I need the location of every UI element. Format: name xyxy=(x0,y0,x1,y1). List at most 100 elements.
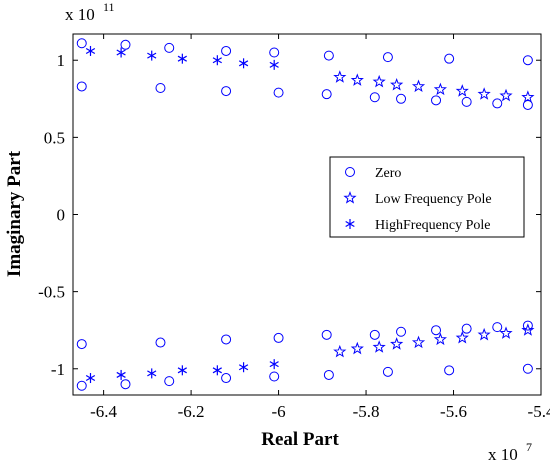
zero-marker xyxy=(76,339,87,350)
y-multiplier-base: x 10 xyxy=(65,5,95,24)
zero-marker xyxy=(221,86,232,97)
zero-marker xyxy=(461,323,472,334)
marker-group xyxy=(76,38,535,391)
low-frequency-pole-marker xyxy=(411,335,426,349)
legend: Zero Low Frequency Pole HighFrequency Po… xyxy=(329,156,525,238)
zero-marker xyxy=(221,334,232,345)
high-frequency-pole-marker xyxy=(212,365,222,376)
x-axis-title: Real Part xyxy=(261,429,339,450)
legend-label-zero: Zero xyxy=(375,166,401,181)
zero-marker xyxy=(321,329,332,340)
low-frequency-pole-marker xyxy=(390,337,404,350)
zero-marker xyxy=(323,369,334,380)
y-tick-label: 0.5 xyxy=(44,128,65,147)
y-tick-label: 1 xyxy=(57,51,66,70)
high-frequency-pole-marker xyxy=(85,45,96,56)
zero-marker xyxy=(273,332,284,343)
low-frequency-pole-marker xyxy=(411,79,426,93)
x-tick-label: -5.4 xyxy=(528,402,550,421)
zero-marker xyxy=(155,337,166,348)
low-frequency-pole-marker xyxy=(521,90,535,103)
low-frequency-pole-marker xyxy=(333,344,347,358)
high-frequency-pole-marker xyxy=(212,55,222,66)
high-frequency-pole-marker xyxy=(269,359,279,370)
zero-marker xyxy=(273,87,284,98)
zero-marker xyxy=(120,39,131,50)
zero-marker xyxy=(269,371,280,382)
zero-marker xyxy=(76,380,87,391)
zero-marker xyxy=(431,95,442,106)
high-frequency-pole-marker xyxy=(269,59,279,70)
x-tick-label: -6 xyxy=(271,402,285,421)
low-frequency-pole-marker xyxy=(350,341,364,355)
zero-marker xyxy=(269,47,280,58)
zero-marker xyxy=(522,99,533,110)
x-multiplier-exponent: 7 xyxy=(526,440,532,454)
legend-box xyxy=(329,156,525,238)
zero-marker xyxy=(221,45,232,56)
legend-marker-group xyxy=(343,167,357,229)
y-tick-label: 0 xyxy=(57,206,66,225)
zero-marker xyxy=(164,42,175,53)
zero-marker xyxy=(369,92,380,103)
zero-marker xyxy=(444,53,455,64)
low-frequency-pole-marker xyxy=(372,74,386,88)
legend-zero-marker xyxy=(345,167,355,177)
x-tick-label: -6.2 xyxy=(178,402,205,421)
zero-marker xyxy=(522,55,533,66)
zero-marker xyxy=(221,373,232,384)
x-tick-label: -5.8 xyxy=(353,402,380,421)
low-frequency-pole-marker xyxy=(499,88,513,102)
zero-marker xyxy=(164,376,175,387)
high-frequency-pole-marker xyxy=(116,47,126,58)
zero-marker xyxy=(321,89,332,100)
low-frequency-pole-marker xyxy=(455,330,469,344)
x-tick-label: -5.6 xyxy=(440,402,467,421)
zero-marker xyxy=(492,98,503,109)
legend-low-frequency-pole-marker xyxy=(343,191,357,204)
legend-label-high-frequency-pole: HighFrequency Pole xyxy=(375,218,490,233)
low-frequency-pole-marker xyxy=(433,82,447,96)
low-frequency-pole-marker xyxy=(455,84,469,97)
legend-high-frequency-pole-marker xyxy=(345,219,355,229)
x-multiplier-base: x 10 xyxy=(488,445,518,464)
high-frequency-pole-marker xyxy=(147,50,157,61)
high-frequency-pole-marker xyxy=(147,368,157,379)
high-frequency-pole-marker xyxy=(238,362,249,373)
y-tick-label: -1 xyxy=(51,360,65,379)
zero-marker xyxy=(396,93,407,104)
y-axis-title: Imaginary Part xyxy=(4,150,25,277)
tick-group: -6.4 -6.2 -6 -5.8 -5.6 -5.4 1 0.5 0 -0.5 -1 xyxy=(38,34,550,421)
zero-marker xyxy=(120,379,131,390)
zero-marker xyxy=(369,329,380,340)
zero-marker xyxy=(382,366,393,377)
zero-marker xyxy=(461,96,472,107)
zero-marker xyxy=(492,322,503,333)
low-frequency-pole-marker xyxy=(372,340,386,353)
zero-marker xyxy=(76,81,87,92)
zero-marker xyxy=(396,326,407,337)
low-frequency-pole-marker xyxy=(521,323,535,336)
legend-label-low-frequency-pole: Low Frequency Pole xyxy=(375,192,492,207)
zero-marker xyxy=(76,38,87,49)
low-frequency-pole-marker xyxy=(477,87,491,100)
zero-marker xyxy=(444,365,455,376)
high-frequency-pole-marker xyxy=(116,369,126,380)
low-frequency-pole-marker xyxy=(433,332,447,346)
low-frequency-pole-marker xyxy=(477,327,491,341)
zero-marker xyxy=(522,320,533,331)
y-multiplier-exponent: 11 xyxy=(103,0,115,14)
high-frequency-pole-marker xyxy=(238,58,249,69)
zero-marker xyxy=(323,50,334,61)
zero-marker xyxy=(155,82,166,93)
low-frequency-pole-marker xyxy=(390,77,404,91)
zero-marker xyxy=(431,325,442,336)
high-frequency-pole-marker xyxy=(85,373,96,384)
low-frequency-pole-marker xyxy=(333,70,347,83)
high-frequency-pole-marker xyxy=(177,365,187,376)
low-frequency-pole-marker xyxy=(499,326,513,339)
y-tick-label: -0.5 xyxy=(38,283,65,302)
low-frequency-pole-marker xyxy=(350,73,364,86)
zero-marker xyxy=(382,52,393,63)
